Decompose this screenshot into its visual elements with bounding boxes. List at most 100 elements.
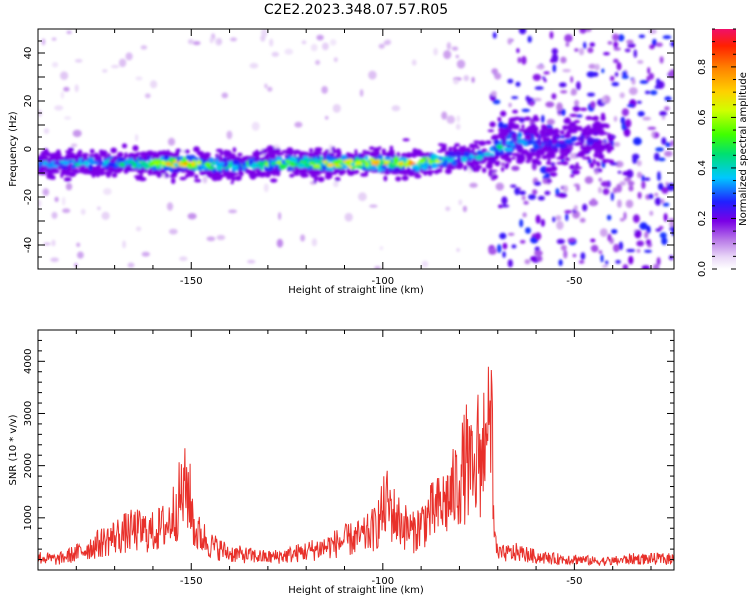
spectrogram-band-cell (53, 161, 61, 166)
spectrogram-band-cell (365, 161, 370, 167)
spectrogram-noise-cell (654, 152, 660, 161)
spectrogram-band-cell (512, 126, 519, 130)
spectrogram-noise-cell (491, 68, 499, 75)
spectrogram-noise-cell (446, 115, 455, 124)
spectrogram-noise-cell (187, 39, 194, 45)
spectrogram-band-cell (361, 158, 366, 163)
spectrogram-noise-cell (652, 263, 660, 269)
spectrogram-band-cell (578, 125, 583, 132)
x-tick-label: -150 (180, 276, 203, 287)
spectrogram-band-cell (440, 146, 445, 153)
spectrogram-band-cell (600, 115, 606, 121)
spectrogram-band-cell (46, 151, 51, 157)
spectrogram-band-cell (384, 171, 391, 175)
spectrogram-noise-cell (617, 170, 622, 174)
spectrogram-noise-cell (192, 41, 201, 46)
spectrogram-band-cell (403, 159, 407, 164)
spectrogram-band-cell (489, 162, 493, 166)
colorbar-tick-label: 0.6 (697, 109, 708, 125)
spectrogram-band-cell (603, 139, 607, 143)
spectrogram-band-cell (365, 150, 371, 156)
spectrogram-band-cell (60, 168, 68, 175)
spectrogram-band-cell (174, 151, 180, 157)
spectrogram-band-cell (379, 160, 385, 166)
spectrogram-band-cell (54, 157, 59, 162)
spectrogram-band-cell (237, 163, 242, 169)
spectrogram-noise-cell (66, 30, 72, 34)
spectrogram-band-cell (546, 161, 551, 165)
spectrogram-noise-cell (294, 121, 303, 128)
spectrogram-noise-cell (627, 180, 635, 186)
spectrogram-noise-cell (494, 72, 502, 80)
spectrogram-noise-cell (587, 92, 595, 97)
spectrogram-band-cell (564, 133, 571, 139)
spectrogram-band-cell (489, 121, 496, 128)
spectrogram-band-cell (388, 161, 393, 166)
spectrogram-noise-cell (276, 238, 284, 248)
spectrogram-band-cell (188, 158, 193, 162)
spectrogram-noise-cell (455, 123, 461, 130)
spectrogram-band-cell (482, 157, 488, 161)
spectrogram-noise-cell (636, 171, 643, 179)
spectrogram-band-cell (448, 146, 454, 150)
spectrogram-band-cell (517, 131, 523, 138)
spectrogram-band-cell (237, 152, 243, 157)
spectrogram-band-cell (536, 148, 543, 154)
spectrogram-band-cell (74, 169, 80, 174)
spectrogram-band-cell (124, 152, 128, 158)
spectrogram-noise-cell (50, 257, 59, 263)
spectrogram-noise-cell (659, 56, 664, 64)
spectrogram-band-cell (597, 153, 605, 160)
snr-y-ticks: 1000 2000 3000 4000 (23, 329, 674, 571)
spectrogram-band-cell (489, 147, 494, 152)
spectrogram-band-cell (52, 175, 56, 180)
spectrogram-noise-cell (664, 150, 673, 157)
spectrogram-band-cell (319, 152, 323, 156)
spectrogram-noise-cell (563, 249, 568, 259)
spectrogram-noise-cell (658, 226, 664, 230)
spectrogram-band-cell (392, 156, 399, 163)
spectrogram-noise-cell (647, 67, 651, 75)
spectrogram-noise-cell (617, 199, 622, 208)
spectrogram-band-cell (312, 172, 321, 176)
spectrogram-band-cell (377, 164, 381, 168)
spectrogram-noise-cell (665, 142, 671, 148)
spectrogram-noise-cell (657, 182, 664, 191)
spectrogram-noise-cell (601, 68, 605, 74)
spectrogram-band-cell (194, 179, 202, 183)
spectrogram-band-cell (216, 165, 223, 171)
spectrogram-band-cell (528, 125, 533, 131)
spectrogram-noise-cell (514, 187, 520, 196)
spectrogram-band-cell (91, 172, 96, 178)
spectrogram-band-cell (524, 116, 532, 121)
spectrogram-band-cell (485, 140, 492, 145)
spectrogram-noise-cell (556, 238, 565, 245)
spectrogram-band-cell (548, 127, 553, 133)
spectrogram-noise-cell (650, 90, 658, 96)
spectrogram-noise-cell (578, 47, 585, 56)
spectrogram-noise-cell (654, 85, 661, 89)
spectrogram-noise-cell (580, 252, 586, 260)
spectrogram-noise-cell (51, 211, 58, 219)
spectrogram-noise-cell (541, 114, 545, 123)
spectrogram-noise-cell (551, 48, 558, 55)
spectrogram-noise-cell (471, 76, 475, 83)
spectrogram-noise-cell (565, 213, 569, 222)
spectrogram-noise-cell (263, 183, 269, 193)
spectrogram-noise-cell (621, 108, 630, 117)
spectrogram-noise-cell (445, 206, 451, 212)
spectrogram-band-cell (289, 156, 297, 162)
spectrogram-noise-cell (226, 130, 233, 140)
spectrogram-noise-cell (552, 64, 557, 73)
spectrogram-band-cell (185, 154, 191, 160)
spectrogram-band-cell (478, 165, 482, 169)
spectrogram-noise-cell (523, 200, 529, 205)
spectrogram-band-cell (569, 121, 576, 128)
spectrogram-noise-cell (645, 239, 652, 246)
spectrogram-noise-cell (532, 73, 542, 81)
spectrogram-band-cell (38, 155, 41, 162)
spectrogram-noise-cell (311, 238, 318, 247)
spectrogram-noise-cell (536, 255, 543, 262)
spectrogram-noise-cell (511, 165, 520, 171)
spectrogram-band-cell (184, 149, 190, 154)
